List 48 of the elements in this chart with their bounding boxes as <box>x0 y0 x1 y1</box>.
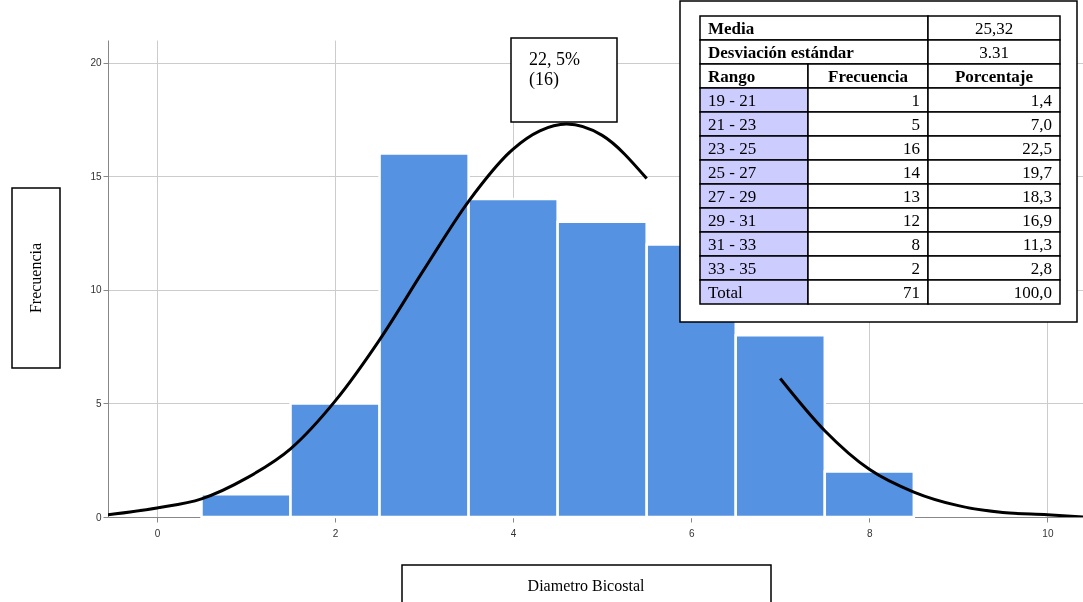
annotation: 23 - 25 <box>708 139 757 158</box>
annotation: 22,5 <box>1022 139 1052 158</box>
annotation: 7,0 <box>1030 115 1052 134</box>
annotation: 16 <box>903 139 920 158</box>
annotation: 5 <box>911 115 920 134</box>
y-tick-label: 10 <box>90 284 102 296</box>
y-tick-label: 5 <box>95 397 102 409</box>
annotation: 29 - 31 <box>708 211 757 230</box>
annotation: Porcentaje <box>954 67 1034 86</box>
annotation: 8 <box>911 235 920 254</box>
text: 25,32 <box>974 19 1014 38</box>
y-axis-title: Frecuencia <box>27 242 44 314</box>
annotation: 2,8 <box>1030 259 1052 278</box>
annotation: 31 - 33 <box>708 235 757 254</box>
annotation: 3.31 <box>979 43 1009 62</box>
annotation: 22, 5% (16) <box>529 49 580 90</box>
x-tick-label: 6 <box>688 527 695 539</box>
x-tick-label: 8 <box>867 527 874 539</box>
annotation: 33 - 35 <box>708 259 757 278</box>
annotation: 71 <box>903 283 920 302</box>
annotation: Total <box>708 283 743 302</box>
annotation: 25 - 27 <box>708 163 757 182</box>
y-tick-label: 20 <box>90 57 102 69</box>
x-axis-title: Diametro Bicostal <box>527 577 645 594</box>
annotation: 1 <box>911 91 920 110</box>
annotation: 12 <box>903 211 920 230</box>
annotation: 21 - 23 <box>708 115 757 134</box>
y-tick-label: 0 <box>95 511 102 523</box>
annotation: Frecuencia <box>828 67 909 86</box>
x-tick-label: 4 <box>510 527 517 539</box>
annotation: Desviación estándar <box>708 43 855 62</box>
text: Media <box>708 19 755 38</box>
annotation: 14 <box>903 163 921 182</box>
x-tick-label: 0 <box>154 527 161 539</box>
annotation: 11,3 <box>1022 235 1052 254</box>
annotation: 27 - 29 <box>708 187 757 206</box>
y-tick-label: 15 <box>90 170 102 182</box>
annotation: 19 - 21 <box>708 91 757 110</box>
annotation: 18,3 <box>1022 187 1052 206</box>
annotation: Rango <box>708 67 756 86</box>
annotation: 2 <box>911 259 920 278</box>
annotation: 13 <box>903 187 920 206</box>
x-tick-label: 2 <box>332 527 339 539</box>
annotation: 1,4 <box>1030 91 1053 110</box>
annotation: 100,0 <box>1013 283 1052 302</box>
annotation: 19,7 <box>1022 163 1053 182</box>
x-tick-label: 10 <box>1042 527 1054 539</box>
annotation: 16,9 <box>1022 211 1052 230</box>
